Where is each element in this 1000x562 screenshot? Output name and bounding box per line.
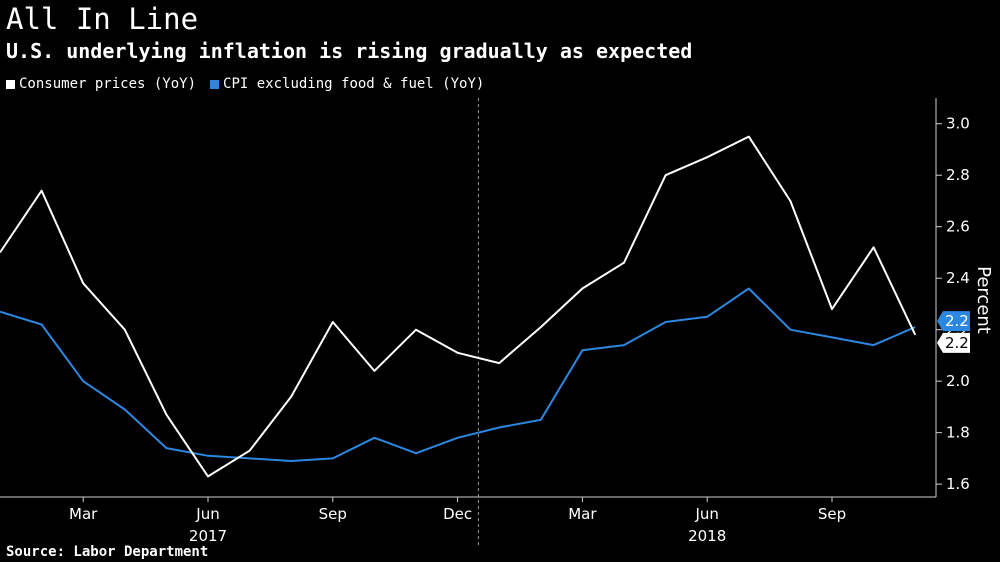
x-year-label: 2017 <box>189 527 227 545</box>
legend-item-core-cpi: CPI excluding food & fuel (YoY) <box>210 75 484 93</box>
legend-label-consumer-prices: Consumer prices (YoY) <box>19 76 197 92</box>
x-tick-label: Dec <box>443 505 472 523</box>
legend-label-core-cpi: CPI excluding food & fuel (YoY) <box>223 76 485 92</box>
chart-subtitle: U.S. underlying inflation is rising grad… <box>6 39 693 63</box>
legend-swatch-consumer-prices <box>6 79 15 89</box>
y-axis-title: Percent <box>973 266 994 334</box>
last-value-tag-core-cpi <box>937 311 970 332</box>
x-year-label: 2018 <box>688 527 726 545</box>
source-note: Source: Labor Department <box>6 544 209 560</box>
x-tick-label: Mar <box>69 505 98 523</box>
x-tick-label: Jun <box>195 505 219 523</box>
legend-swatch-core-cpi <box>210 79 220 89</box>
series-line-consumer-prices <box>0 135 917 478</box>
x-tick-label: Sep <box>319 505 347 523</box>
x-tick-label: Jun <box>694 505 718 523</box>
series-line-core-cpi <box>0 287 916 462</box>
chart-title: All In Line <box>6 2 199 36</box>
legend-item-consumer-prices: Consumer prices (YoY) <box>6 75 196 93</box>
last-value-label-core-cpi: 2.2 <box>945 312 969 330</box>
y-tick-label: 2.6 <box>946 218 970 236</box>
y-tick-label: 3.0 <box>946 115 970 133</box>
y-tick-label: 1.6 <box>946 475 970 493</box>
y-tick-label: 2.8 <box>946 166 970 184</box>
legend: Consumer prices (YoY) CPI excluding food… <box>6 75 484 93</box>
last-value-label-consumer-prices: 2.2 <box>945 334 969 352</box>
y-tick-label: 1.8 <box>946 424 970 442</box>
y-tick-label: 2.0 <box>946 372 970 390</box>
x-tick-label: Mar <box>568 505 597 523</box>
x-tick-label: Sep <box>818 505 846 523</box>
y-tick-label: 2.4 <box>946 269 970 287</box>
last-value-tag-consumer-prices <box>937 332 970 353</box>
